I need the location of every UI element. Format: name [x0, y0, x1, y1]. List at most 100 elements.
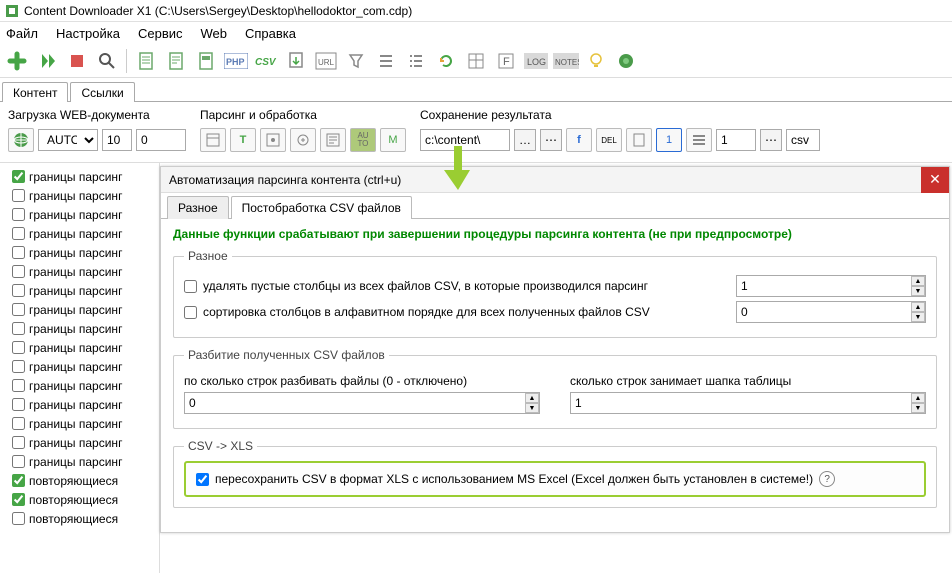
list1-icon[interactable] — [373, 48, 399, 74]
tree-checkbox[interactable] — [12, 208, 25, 221]
tree-checkbox[interactable] — [12, 360, 25, 373]
csv-icon[interactable]: CSV — [253, 48, 279, 74]
tree-checkbox[interactable] — [12, 265, 25, 278]
tree-checkbox[interactable] — [12, 341, 25, 354]
tree-checkbox[interactable] — [12, 417, 25, 430]
opt-delete-empty[interactable]: удалять пустые столбцы из всех файлов CS… — [184, 279, 648, 293]
spin-down[interactable]: ▼ — [911, 403, 925, 413]
opt-csv-xls-checkbox[interactable] — [196, 473, 209, 486]
doc3-icon[interactable] — [193, 48, 219, 74]
tree-checkbox[interactable] — [12, 189, 25, 202]
opt-sort-cols-checkbox[interactable] — [184, 306, 197, 319]
tree-item[interactable]: границы парсинг — [0, 395, 159, 414]
spin-down[interactable]: ▼ — [911, 286, 925, 296]
doc2-icon[interactable] — [163, 48, 189, 74]
tree-item[interactable]: границы парсинг — [0, 186, 159, 205]
doc-down-icon[interactable] — [283, 48, 309, 74]
tree-checkbox[interactable] — [12, 170, 25, 183]
tree-item[interactable]: границы парсинг — [0, 433, 159, 452]
tree-item[interactable]: границы парсинг — [0, 357, 159, 376]
tree-item[interactable]: границы парсинг — [0, 300, 159, 319]
spin-up[interactable]: ▲ — [911, 302, 925, 312]
tree-checkbox[interactable] — [12, 455, 25, 468]
parse-b3-icon[interactable] — [260, 128, 286, 152]
menu-service[interactable]: Сервис — [138, 26, 183, 41]
delay-input[interactable] — [136, 129, 186, 151]
php-icon[interactable]: PHP — [223, 48, 249, 74]
tree-item[interactable]: границы парсинг — [0, 243, 159, 262]
tree-checkbox[interactable] — [12, 379, 25, 392]
tree-item[interactable]: границы парсинг — [0, 262, 159, 281]
tree-checkbox[interactable] — [12, 398, 25, 411]
table-icon[interactable] — [463, 48, 489, 74]
tab-links[interactable]: Ссылки — [70, 82, 134, 102]
tree-item[interactable]: повторяющиеся — [0, 509, 159, 528]
tree-checkbox[interactable] — [12, 322, 25, 335]
tree-checkbox[interactable] — [12, 493, 25, 506]
notes-icon[interactable]: NOTES — [553, 48, 579, 74]
browse-button[interactable]: … — [514, 129, 536, 151]
tree-item[interactable]: границы парсинг — [0, 281, 159, 300]
parse-auto-icon[interactable]: AUTO — [350, 128, 376, 152]
refresh-icon[interactable] — [433, 48, 459, 74]
tab-content[interactable]: Контент — [2, 82, 68, 102]
parse-t-icon[interactable]: T — [230, 128, 256, 152]
save-align-icon[interactable] — [686, 128, 712, 152]
fs1-v1-input[interactable] — [736, 275, 926, 297]
fs2-v1-input[interactable] — [184, 392, 540, 414]
threads-input[interactable] — [102, 129, 132, 151]
log-icon[interactable]: LOG — [523, 48, 549, 74]
save-dots2-icon[interactable]: ⋯ — [760, 129, 782, 151]
tree-item[interactable]: повторяющиеся — [0, 490, 159, 509]
auto-select[interactable]: AUTO — [38, 129, 98, 151]
save-f-icon[interactable]: f — [566, 128, 592, 152]
list2-icon[interactable] — [403, 48, 429, 74]
menu-file[interactable]: Файл — [6, 26, 38, 41]
doc1-icon[interactable] — [133, 48, 159, 74]
tree-item[interactable]: границы парсинг — [0, 376, 159, 395]
parse-b1-icon[interactable] — [200, 128, 226, 152]
globe-icon[interactable] — [8, 128, 34, 152]
save-gear-icon[interactable]: ⋯ — [540, 129, 562, 151]
search-icon[interactable] — [94, 48, 120, 74]
tree-checkbox[interactable] — [12, 246, 25, 259]
menu-web[interactable]: Web — [201, 26, 228, 41]
tree-icon[interactable] — [613, 48, 639, 74]
help-icon[interactable]: ? — [819, 471, 835, 487]
spin-down[interactable]: ▼ — [525, 403, 539, 413]
opt-sort-cols[interactable]: сортировка столбцов в алфавитном порядке… — [184, 305, 650, 319]
fs2-v2-input[interactable] — [570, 392, 926, 414]
tree-item[interactable]: границы парсинг — [0, 205, 159, 224]
tree-checkbox[interactable] — [12, 284, 25, 297]
save-del-icon[interactable]: DEL — [596, 128, 622, 152]
stop-icon[interactable] — [64, 48, 90, 74]
tree-checkbox[interactable] — [12, 474, 25, 487]
parse-b4-icon[interactable] — [290, 128, 316, 152]
tree-checkbox[interactable] — [12, 303, 25, 316]
save-1-icon[interactable]: 1 — [656, 128, 682, 152]
opt-delete-empty-checkbox[interactable] — [184, 280, 197, 293]
tree-item[interactable]: границы парсинг — [0, 167, 159, 186]
tree-checkbox[interactable] — [12, 512, 25, 525]
save-doc-icon[interactable] — [626, 128, 652, 152]
menu-settings[interactable]: Настройка — [56, 26, 120, 41]
fs1-v2-input[interactable] — [736, 301, 926, 323]
parse-b5-icon[interactable] — [320, 128, 346, 152]
tree-item[interactable]: границы парсинг — [0, 452, 159, 471]
tree-item[interactable]: границы парсинг — [0, 224, 159, 243]
spin-down[interactable]: ▼ — [911, 312, 925, 322]
add-icon[interactable] — [4, 48, 30, 74]
f-icon[interactable]: F — [493, 48, 519, 74]
spin-up[interactable]: ▲ — [911, 393, 925, 403]
play-icon[interactable] — [34, 48, 60, 74]
tree-checkbox[interactable] — [12, 227, 25, 240]
bulb-icon[interactable] — [583, 48, 609, 74]
spin-up[interactable]: ▲ — [525, 393, 539, 403]
menu-help[interactable]: Справка — [245, 26, 296, 41]
spin-up[interactable]: ▲ — [911, 276, 925, 286]
tree-item[interactable]: границы парсинг — [0, 414, 159, 433]
dialog-tab-post[interactable]: Постобработка CSV файлов — [231, 196, 412, 219]
filter-icon[interactable] — [343, 48, 369, 74]
tree-item[interactable]: границы парсинг — [0, 338, 159, 357]
parse-m-icon[interactable]: M — [380, 128, 406, 152]
